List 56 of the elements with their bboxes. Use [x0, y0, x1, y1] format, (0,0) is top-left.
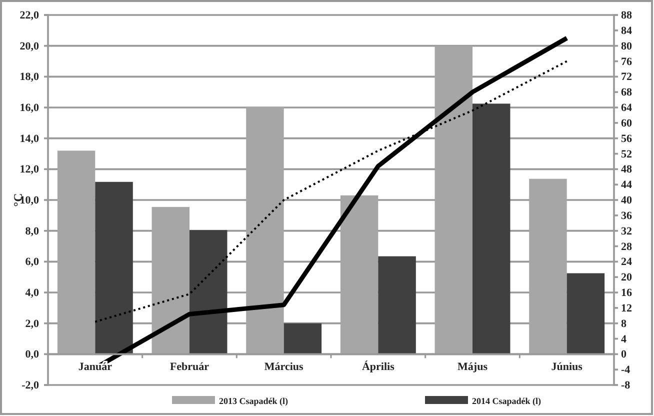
y-tick-label: 4,0: [25, 287, 40, 300]
legend-label: 2013 Csapadék (l): [219, 396, 288, 406]
bar: [152, 206, 190, 354]
y-tick-label: 14,0: [20, 132, 40, 145]
bar: [95, 182, 133, 354]
bar: [472, 104, 510, 354]
y2-tick-label: 44: [621, 179, 632, 192]
y-tick-label: 8,0: [25, 225, 40, 238]
y-tick-label: -2,0: [22, 380, 40, 392]
y2-tick-label: 72: [621, 71, 632, 84]
bar: [529, 178, 567, 354]
y2-tick-label: 76: [621, 56, 632, 68]
x-tick-label: Február: [170, 360, 210, 373]
y2-tick-label: 88: [621, 10, 632, 22]
y2-tick-label: 84: [621, 24, 632, 37]
y2-tick-label: 64: [621, 102, 632, 114]
bar: [340, 195, 378, 354]
y2-tick-label: 60: [621, 117, 632, 130]
y2-tick-label: 40: [621, 194, 632, 207]
bar: [246, 106, 284, 354]
bar: [190, 230, 228, 354]
y2-tick-label: 56: [621, 132, 632, 145]
x-tick-label: Április: [362, 360, 396, 373]
y-tick-label: 18,0: [20, 71, 40, 84]
y2-tick-label: -4: [621, 364, 631, 376]
y-tick-label: 6,0: [25, 256, 40, 268]
y2-tick-label: 16: [621, 287, 632, 300]
y2-tick-label: 0: [621, 348, 627, 361]
y2-tick-label: 28: [621, 240, 632, 253]
y2-tick-label: 80: [621, 40, 632, 52]
x-tick-label: Május: [458, 360, 488, 373]
x-tick-label: Március: [264, 360, 304, 373]
legend-label: 2014 Csapadék (l): [472, 396, 542, 406]
y2-tick-label: 24: [621, 256, 632, 268]
y2-tick-label: 68: [621, 86, 632, 99]
y-tick-label: 20,0: [20, 40, 40, 52]
y2-tick-label: 36: [621, 210, 632, 222]
y-tick-label: 12,0: [20, 164, 40, 176]
y2-tick-label: 4: [621, 333, 627, 346]
y2-tick-label: 48: [621, 164, 632, 176]
y2-tick-label: 20: [621, 272, 632, 284]
y2-tick-label: 52: [621, 148, 632, 160]
y-tick-label: 16,0: [20, 102, 40, 114]
y2-tick-label: -8: [621, 380, 631, 392]
y2-tick-label: 12: [621, 302, 632, 314]
bar: [566, 273, 605, 354]
bar: [57, 150, 96, 354]
y-tick-label: 2,0: [25, 318, 40, 330]
bar: [378, 256, 416, 354]
y-tick-label: 0,0: [25, 348, 40, 361]
bar: [284, 323, 322, 354]
y-tick-label: 22,0: [20, 10, 40, 22]
y2-tick-label: 32: [621, 225, 632, 238]
y2-tick-label: 8: [621, 318, 627, 330]
x-tick-label: Június: [551, 360, 584, 373]
bar: [434, 46, 472, 354]
